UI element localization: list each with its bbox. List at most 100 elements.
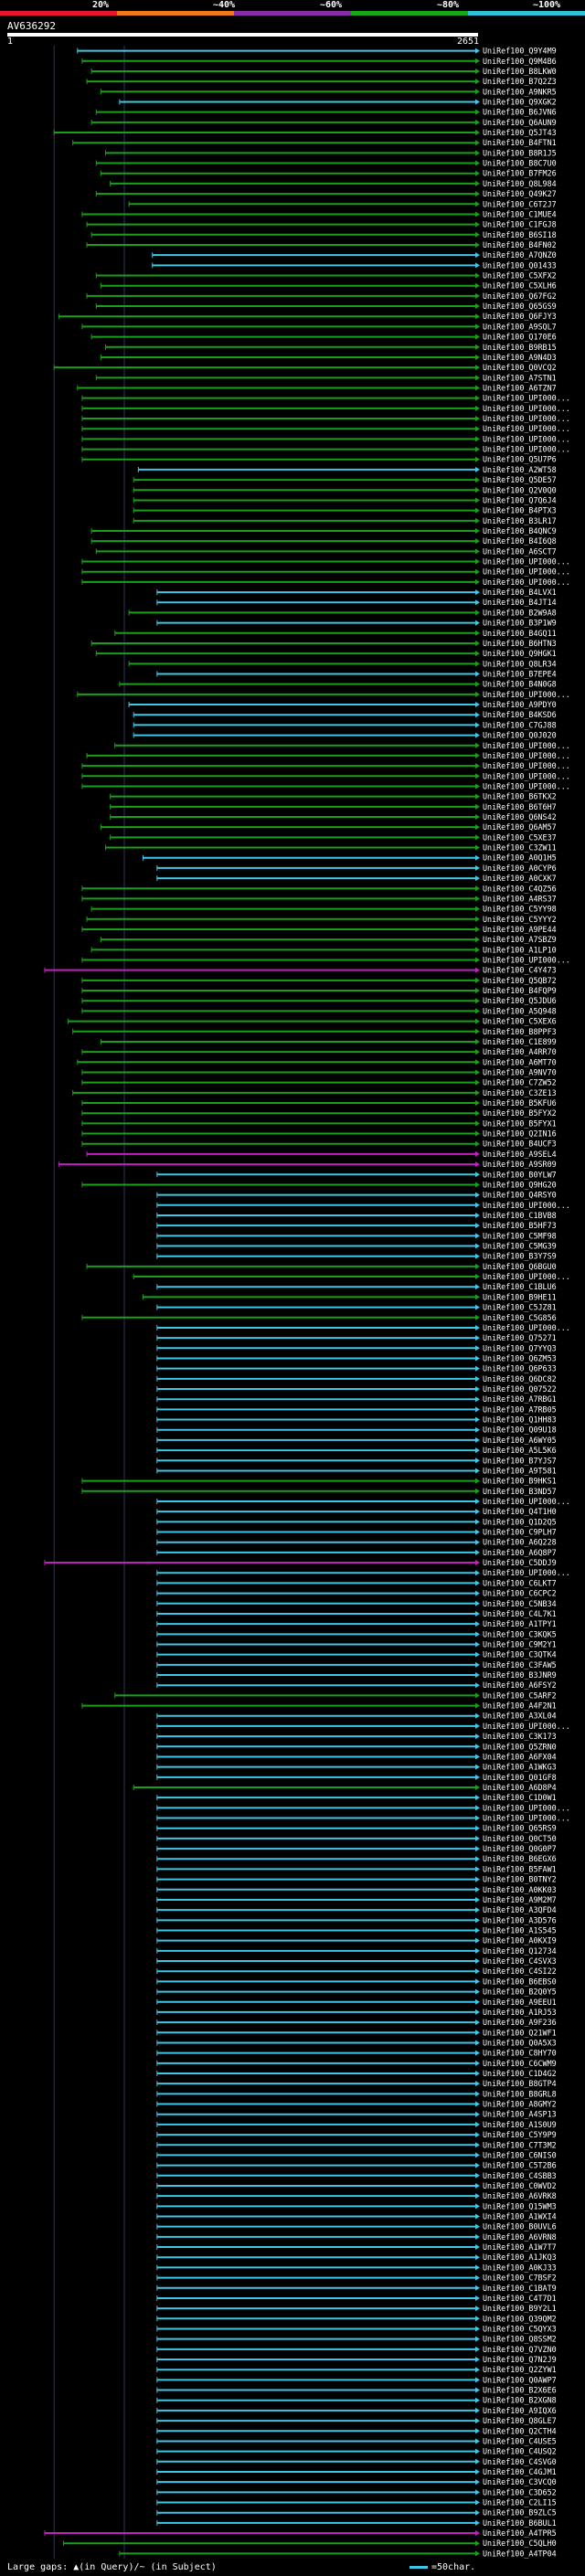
hit-row[interactable]: UniRef100_C1BAT9 [156,2284,557,2293]
hit-label[interactable]: UniRef100_A7SBZ9 [483,935,557,944]
hit-row[interactable]: UniRef100_B4FN02 [86,240,557,249]
hit-label[interactable]: UniRef100_Q0A5X3 [483,2038,557,2047]
hit-row[interactable]: UniRef100_B6EGX6 [156,1854,557,1863]
hit-label[interactable]: UniRef100_Q7VZN0 [483,2345,557,2354]
hit-row[interactable]: UniRef100_B9ZLC5 [156,2508,557,2518]
hit-label[interactable]: UniRef100_B7Q2Z3 [483,77,557,86]
hit-label[interactable]: UniRef100_C6CWM9 [483,2059,557,2068]
hit-label[interactable]: UniRef100_Q6FJY3 [483,312,557,321]
hit-label[interactable]: UniRef100_B4N0G8 [483,680,557,689]
hit-label[interactable]: UniRef100_B4FN02 [483,240,557,249]
hit-row[interactable]: UniRef100_C5XLH6 [100,281,557,291]
hit-label[interactable]: UniRef100_Q0CT50 [483,1834,557,1843]
hit-label[interactable]: UniRef100_B6EBS0 [483,1977,557,1986]
hit-label[interactable]: UniRef100_Q8GLE7 [483,2416,557,2425]
hit-label[interactable]: UniRef100_UPI000... [483,424,570,433]
hit-row[interactable]: UniRef100_A1S0U9 [156,2120,557,2129]
hit-row[interactable]: UniRef100_UPI000... [81,424,570,433]
hit-label[interactable]: UniRef100_A9T581 [483,1466,557,1475]
hit-row[interactable]: UniRef100_C3ZE13 [72,1088,557,1097]
hit-label[interactable]: UniRef100_C5NB34 [483,1599,557,1608]
hit-label[interactable]: UniRef100_Q8LR34 [483,659,557,668]
hit-row[interactable]: UniRef100_A9N4D3 [100,353,557,362]
hit-row[interactable]: UniRef100_A0CYP6 [156,864,557,873]
hit-label[interactable]: UniRef100_B3Y7S9 [483,1252,557,1261]
hit-row[interactable]: UniRef100_A9PDY0 [128,700,557,709]
hit-label[interactable]: UniRef100_C4Y473 [483,966,557,975]
hit-label[interactable]: UniRef100_B8GTP4 [483,2079,557,2088]
hit-row[interactable]: UniRef100_B3JNR9 [156,1670,557,1680]
hit-row[interactable]: UniRef100_A6FX04 [156,1752,557,1761]
hit-row[interactable]: UniRef100_B5KFU6 [81,1098,557,1108]
hit-label[interactable]: UniRef100_UPI000... [483,956,570,965]
hit-row[interactable]: UniRef100_A2WT58 [137,465,557,474]
hit-label[interactable]: UniRef100_Q49K27 [483,189,557,198]
hit-label[interactable]: UniRef100_B7EPE4 [483,670,557,679]
hit-label[interactable]: UniRef100_C5Y9P9 [483,2130,557,2139]
hit-label[interactable]: UniRef100_B4QNC9 [483,526,557,535]
hit-label[interactable]: UniRef100_C7BSF2 [483,2274,557,2283]
hit-label[interactable]: UniRef100_Q07522 [483,1384,557,1394]
hit-label[interactable]: UniRef100_A3QFD4 [483,1905,557,1914]
hit-row[interactable]: UniRef100_B6TKX2 [110,792,557,801]
hit-label[interactable]: UniRef100_C5QLH0 [483,2539,557,2548]
hit-row[interactable]: UniRef100_Q65GS9 [95,302,557,311]
hit-label[interactable]: UniRef100_A1RJ53 [483,2008,557,2017]
hit-label[interactable]: UniRef100_Q6ZM53 [483,1353,557,1362]
hit-label[interactable]: UniRef100_A1W7T7 [483,2242,557,2252]
hit-label[interactable]: UniRef100_A9PE44 [483,925,557,934]
hit-label[interactable]: UniRef100_C2LI15 [483,2498,557,2507]
hit-label[interactable]: UniRef100_Q7N2J9 [483,2355,557,2364]
hit-row[interactable]: UniRef100_A3QFD4 [156,1905,557,1914]
hit-row[interactable]: UniRef100_B6HTN3 [90,639,557,648]
hit-label[interactable]: UniRef100_UPI000... [483,1272,570,1281]
hit-label[interactable]: UniRef100_A1LP10 [483,945,557,954]
hit-label[interactable]: UniRef100_A6FSY2 [483,1680,557,1690]
hit-row[interactable]: UniRef100_C5G856 [81,1313,557,1322]
hit-label[interactable]: UniRef100_C4GJM1 [483,2467,557,2476]
hit-row[interactable]: UniRef100_C4T7D1 [156,2294,557,2303]
hit-row[interactable]: UniRef100_UPI000... [156,1568,570,1577]
hit-label[interactable]: UniRef100_UPI000... [483,761,570,770]
hit-row[interactable]: UniRef100_A1RJ53 [156,2008,557,2017]
hit-row[interactable]: UniRef100_C4QZ56 [81,884,557,893]
hit-label[interactable]: UniRef100_C5XLH6 [483,281,557,291]
hit-label[interactable]: UniRef100_B6JVN6 [483,108,557,117]
hit-label[interactable]: UniRef100_A9NV70 [483,1067,557,1076]
hit-row[interactable]: UniRef100_A4TPR5 [44,2528,557,2538]
hit-label[interactable]: UniRef100_Q75271 [483,1333,557,1342]
hit-label[interactable]: UniRef100_A1S545 [483,1926,557,1935]
hit-row[interactable]: UniRef100_C1D4G2 [156,2069,557,2078]
hit-label[interactable]: UniRef100_Q09U18 [483,1426,557,1435]
hit-label[interactable]: UniRef100_Q01433 [483,260,557,270]
hit-label[interactable]: UniRef100_C5XFX2 [483,271,557,281]
hit-row[interactable]: UniRef100_Q75271 [156,1333,557,1342]
hit-row[interactable]: UniRef100_C8HY70 [156,2049,557,2058]
hit-row[interactable]: UniRef100_Q9M4B6 [81,57,557,66]
hit-row[interactable]: UniRef100_C4L7K1 [156,1609,557,1618]
hit-label[interactable]: UniRef100_Q0VCQ2 [483,363,557,372]
hit-row[interactable]: UniRef100_B5FAW1 [156,1864,557,1873]
hit-row[interactable]: UniRef100_A8GMY2 [156,2100,557,2109]
hit-row[interactable]: UniRef100_B4LVX1 [156,588,557,597]
hit-row[interactable]: UniRef100_A6Q8P7 [156,1548,557,1557]
hit-label[interactable]: UniRef100_UPI000... [483,1722,570,1731]
hit-row[interactable]: UniRef100_A6TZN7 [77,383,557,392]
hit-row[interactable]: UniRef100_UPI000... [156,1497,570,1506]
hit-row[interactable]: UniRef100_B7FM26 [100,169,557,178]
hit-row[interactable]: UniRef100_A4TP04 [119,2549,557,2558]
hit-row[interactable]: UniRef100_UPI000... [81,414,570,423]
hit-row[interactable]: UniRef100_A4RR70 [81,1047,557,1056]
hit-label[interactable]: UniRef100_B4GQ11 [483,629,557,638]
hit-row[interactable]: UniRef100_B5FYX2 [81,1108,557,1118]
hit-row[interactable]: UniRef100_A6SCT7 [95,546,557,556]
hit-label[interactable]: UniRef100_C5YY98 [483,905,557,914]
hit-label[interactable]: UniRef100_C1BVB8 [483,1211,557,1220]
hit-row[interactable]: UniRef100_C6CPC2 [156,1589,557,1598]
hit-row[interactable]: UniRef100_A7RBG1 [156,1394,557,1404]
hit-label[interactable]: UniRef100_B0TNY2 [483,1875,557,1884]
hit-row[interactable]: UniRef100_Q0VCQ2 [53,363,557,372]
hit-row[interactable]: UniRef100_C4SVG0 [156,2457,557,2466]
hit-label[interactable]: UniRef100_C7T3M2 [483,2140,557,2149]
hit-label[interactable]: UniRef100_Q6NS42 [483,812,557,822]
